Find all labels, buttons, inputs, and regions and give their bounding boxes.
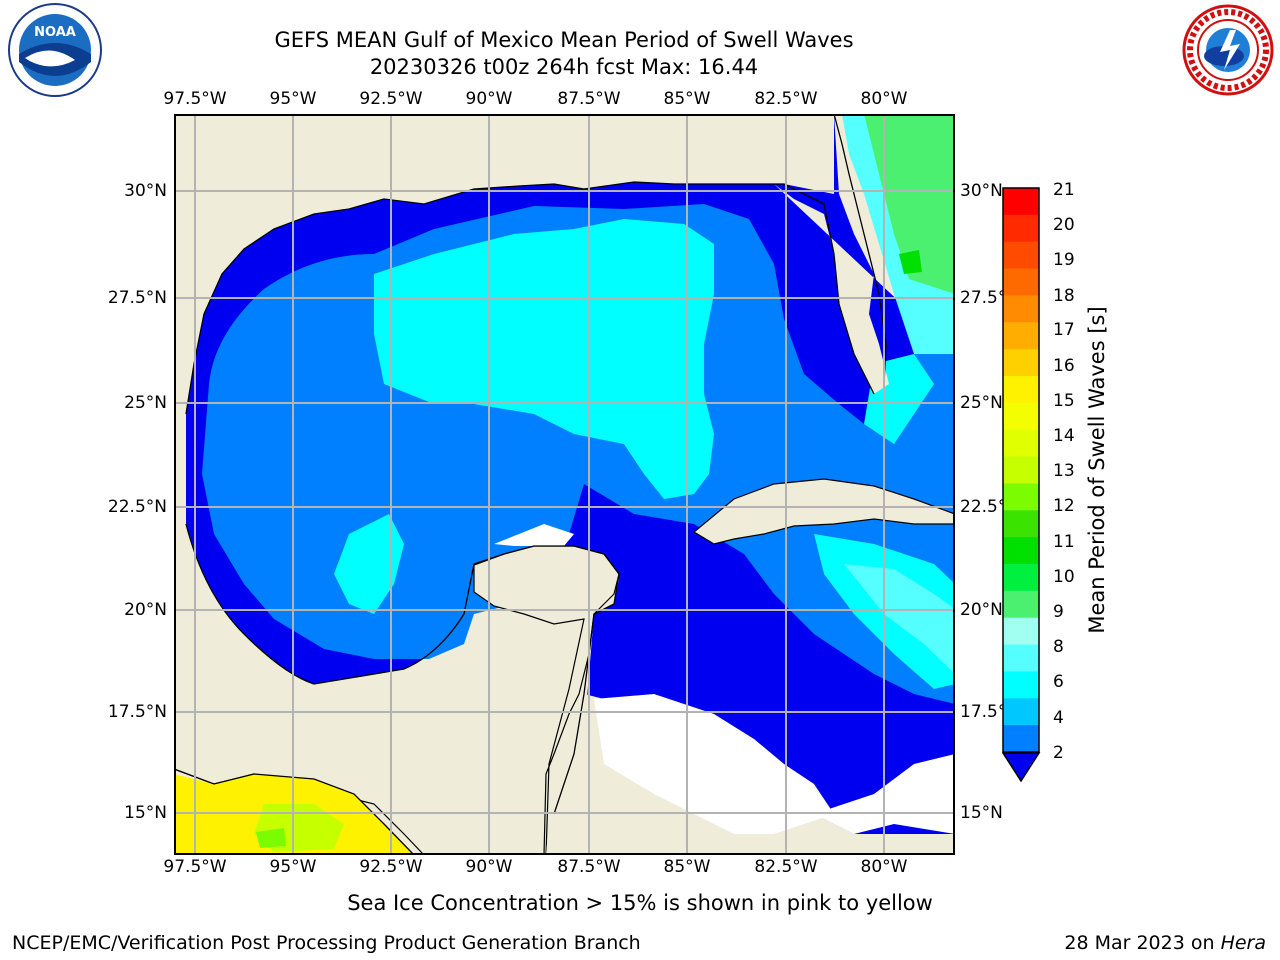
colorbar-segment <box>1003 644 1039 673</box>
lon-label-bottom: 87.5°W <box>557 857 621 877</box>
atlantic-swell-zone-high <box>864 114 955 294</box>
florida-east-coastline <box>833 114 887 385</box>
colorbar <box>1002 187 1041 783</box>
colorbar-tick: 13 <box>1053 461 1075 481</box>
swell-zone-4-6s <box>334 514 404 614</box>
lat-label-left: 30°N <box>124 181 167 201</box>
colorbar-tick: 17 <box>1053 320 1075 340</box>
colorbar-segment <box>1003 295 1039 323</box>
colorbar-segment <box>1003 456 1039 485</box>
colorbar-tick: 10 <box>1053 567 1075 587</box>
lon-label-top: 80°W <box>860 89 908 109</box>
no-data-area <box>494 524 574 546</box>
colorbar-segment <box>1003 241 1039 270</box>
colorbar-tick: 14 <box>1053 426 1075 446</box>
colorbar-segment <box>1003 725 1039 753</box>
sea-ice-note: Sea Ice Concentration > 15% is shown in … <box>0 891 1280 915</box>
cuba-land <box>692 478 955 545</box>
colorbar-segment <box>1003 564 1039 592</box>
lon-label-top: 87.5°W <box>557 89 621 109</box>
colorbar-segment <box>1003 376 1039 404</box>
colorbar-tick: 4 <box>1053 708 1064 728</box>
colorbar-segment <box>1003 671 1039 699</box>
colorbar-segment <box>1003 590 1039 619</box>
lon-label-top: 97.5°W <box>163 89 227 109</box>
footer-host: Hera <box>1220 932 1266 954</box>
lon-label-bottom: 82.5°W <box>754 857 818 877</box>
sea-ice-note-text: Sea Ice Concentration > 15% is shown in … <box>347 891 933 915</box>
colorbar-tick: 9 <box>1053 602 1064 622</box>
colorbar-segment <box>1003 349 1039 377</box>
colorbar-tick: 12 <box>1053 496 1075 516</box>
colorbar-tick: 21 <box>1053 180 1075 200</box>
graticule <box>174 114 955 855</box>
lon-label-bottom: 97.5°W <box>163 857 227 877</box>
swell-zone-6-8s <box>844 564 955 674</box>
lon-label-top: 92.5°W <box>359 89 423 109</box>
colorbar-segment <box>1003 402 1039 431</box>
colorbar-tick: 8 <box>1053 637 1064 657</box>
gulf-coastline <box>185 523 620 815</box>
lon-label-top: 90°W <box>465 89 513 109</box>
pacific-coastline <box>174 768 415 855</box>
lon-label-top: 95°W <box>269 89 317 109</box>
atlantic-swell-zone-peak <box>899 250 922 274</box>
colorbar-segment <box>1003 268 1039 297</box>
colorbar-frame <box>1002 187 1040 753</box>
footer-date: 28 Mar 2023 on <box>1064 932 1221 954</box>
colorbar-segment <box>1003 214 1039 243</box>
lat-label-left: 25°N <box>124 393 167 413</box>
map-frame <box>174 114 955 855</box>
colorbar-segment <box>1003 483 1039 511</box>
colorbar-segment <box>1003 510 1039 538</box>
colorbar-tick: 16 <box>1053 356 1075 376</box>
colorbar-segment <box>1003 188 1039 216</box>
colorbar-label: Mean Period of Swell Waves [s] <box>1085 306 1109 634</box>
colorbar-tick: 11 <box>1053 532 1075 552</box>
national-weather-service-logo <box>1178 4 1274 96</box>
title-line-1: GEFS MEAN Gulf of Mexico Mean Period of … <box>274 28 854 52</box>
noaa-logo: NOAA <box>5 2 102 97</box>
title-line-2: 20230326 t00z 264h fcst Max: 16.44 <box>369 55 759 79</box>
colorbar-segment <box>1003 429 1039 458</box>
colorbar-tick: 19 <box>1053 250 1075 270</box>
colorbar-segment <box>1003 617 1039 646</box>
lat-label-left: 17.5°N <box>107 702 167 722</box>
colorbar-tick: 18 <box>1053 286 1075 306</box>
colorbar-extend-arrow <box>1002 752 1041 783</box>
lat-label-left: 15°N <box>124 803 167 823</box>
lon-label-bottom: 85°W <box>663 857 711 877</box>
pacific-swell-zone-peak <box>256 828 286 848</box>
lat-label-right: 30°N <box>960 181 1003 201</box>
swell-zone-4-6s <box>374 219 714 499</box>
footer-right: 28 Mar 2023 on Hera <box>1064 932 1266 954</box>
colorbar-tick: 20 <box>1053 215 1075 235</box>
northern-coastline <box>185 181 875 415</box>
lat-label-left: 22.5°N <box>107 497 167 517</box>
lon-label-bottom: 95°W <box>269 857 317 877</box>
lat-label-right: 15°N <box>960 803 1003 823</box>
colorbar-tick: 6 <box>1053 672 1064 692</box>
lon-label-bottom: 90°W <box>465 857 513 877</box>
lon-label-top: 85°W <box>663 89 711 109</box>
lat-label-right: 25°N <box>960 393 1003 413</box>
colorbar-segment <box>1003 322 1039 350</box>
colorbar-segment <box>1003 537 1039 565</box>
colorbar-segment <box>1003 698 1039 726</box>
lon-label-bottom: 80°W <box>860 857 908 877</box>
colorbar-tick: 2 <box>1053 743 1064 763</box>
gulf-of-mexico-map <box>174 114 955 855</box>
lon-label-bottom: 92.5°W <box>359 857 423 877</box>
lat-label-right: 20°N <box>960 600 1003 620</box>
lat-label-left: 27.5°N <box>107 288 167 308</box>
no-data-area <box>594 694 834 834</box>
lon-label-top: 82.5°W <box>754 89 818 109</box>
colorbar-tick: 15 <box>1053 391 1075 411</box>
footer-left: NCEP/EMC/Verification Post Processing Pr… <box>12 932 641 954</box>
noaa-logo-text: NOAA <box>34 25 76 40</box>
lat-label-left: 20°N <box>124 600 167 620</box>
